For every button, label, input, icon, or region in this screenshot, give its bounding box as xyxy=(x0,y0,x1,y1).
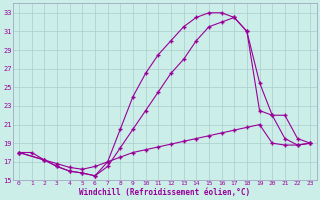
X-axis label: Windchill (Refroidissement éolien,°C): Windchill (Refroidissement éolien,°C) xyxy=(79,188,250,197)
